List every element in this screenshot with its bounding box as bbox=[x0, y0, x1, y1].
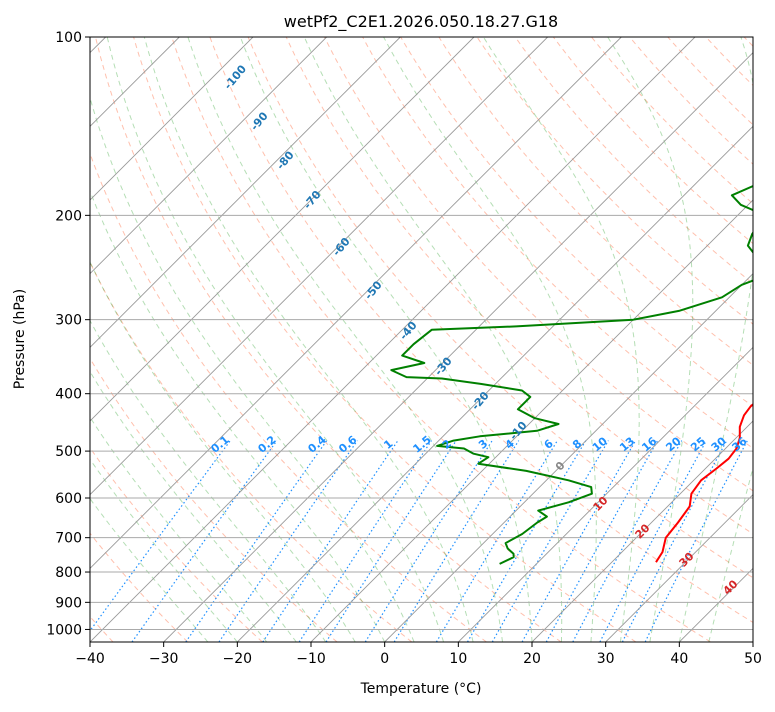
x-tick-label: −40 bbox=[75, 651, 105, 667]
chart-title: wetPf2_C2E1.2026.050.18.27.G18 bbox=[284, 12, 558, 32]
y-tick-label: 300 bbox=[55, 313, 82, 329]
x-tick-label: 0 bbox=[380, 651, 389, 667]
x-tick-label: −20 bbox=[223, 651, 253, 667]
y-tick-label: 500 bbox=[55, 444, 82, 460]
y-tick-label: 700 bbox=[55, 531, 82, 547]
y-tick-label: 400 bbox=[55, 387, 82, 403]
x-tick-label: 30 bbox=[597, 651, 615, 667]
x-tick-label: 40 bbox=[670, 651, 688, 667]
x-tick-label: 50 bbox=[744, 651, 762, 667]
y-tick-label: 900 bbox=[55, 595, 82, 611]
x-tick-label: 10 bbox=[449, 651, 467, 667]
x-tick-label: 20 bbox=[523, 651, 541, 667]
y-tick-label: 100 bbox=[55, 30, 82, 46]
y-tick-label: 1000 bbox=[46, 622, 82, 638]
y-tick-label: 200 bbox=[55, 208, 82, 224]
y-axis-label: Pressure (hPa) bbox=[12, 289, 28, 389]
plot-background bbox=[90, 37, 753, 642]
x-axis-label: Temperature (°C) bbox=[360, 681, 482, 697]
y-tick-label: 800 bbox=[55, 565, 82, 581]
y-tick-label: 600 bbox=[55, 491, 82, 507]
x-tick-label: −10 bbox=[296, 651, 326, 667]
x-tick-label: −30 bbox=[149, 651, 179, 667]
